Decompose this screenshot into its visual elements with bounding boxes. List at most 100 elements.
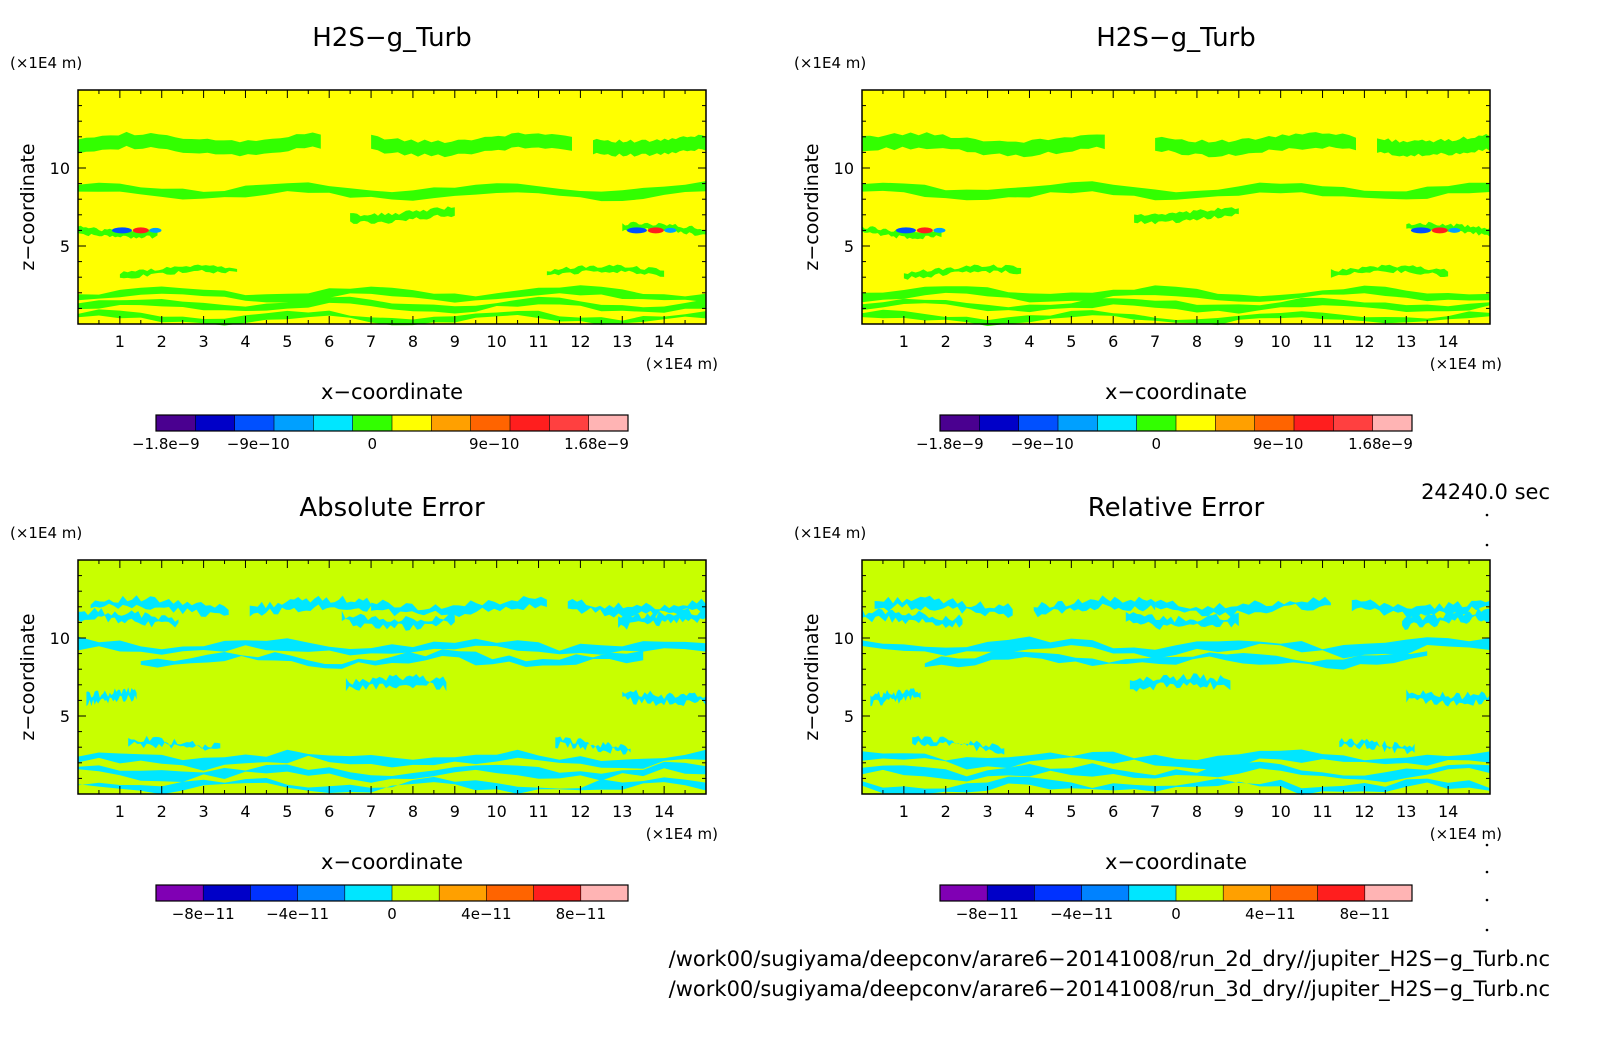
panel-title: H2S−g_Turb (1096, 23, 1256, 53)
contour-band (862, 761, 1490, 783)
contour-band (78, 749, 706, 771)
x-tick-label: 1 (899, 332, 909, 351)
plot-field (862, 560, 1490, 794)
colorbar-swatch (392, 885, 440, 901)
y-tick-label: 5 (60, 707, 70, 726)
y-unit-label: (×1E4 m) (10, 54, 82, 72)
contour-band (78, 309, 706, 326)
colorbar-swatch (1317, 885, 1366, 901)
margin-dot (1485, 513, 1489, 517)
x-tick-label: 11 (528, 332, 548, 351)
x-tick-label: 8 (1192, 802, 1202, 821)
x-tick-label: 2 (941, 332, 951, 351)
minimum-blob (1410, 227, 1431, 234)
colorbar-swatch (274, 415, 314, 431)
y-unit-label: (×1E4 m) (794, 524, 866, 542)
panel-3: Absolute Error(×1E4 m)1 2 3 4 5 6 7 8 9 10 11 12 13 1… (10, 493, 718, 923)
contour-band (622, 221, 706, 236)
x-axis-label: x−coordinate (1105, 850, 1247, 874)
colorbar-swatch (1058, 415, 1098, 431)
x-tick-label: 14 (1438, 802, 1458, 821)
colorbar-swatch (580, 885, 629, 901)
minimum-blob (111, 227, 132, 234)
panel-4: Relative Error(×1E4 m)1 2 3 4 5 6 7 8 9 10 11 12 13 1… (794, 493, 1502, 923)
colorbar-label: −4e−11 (266, 905, 329, 923)
colorbar: −1.8e−9 −9e−10 0 9e−10 1.68e−9 (132, 414, 629, 453)
colorbar-swatch (1223, 885, 1271, 901)
y-tick-label: 5 (60, 237, 70, 256)
minimum-blob (933, 227, 946, 233)
x-tick-label: 14 (654, 802, 674, 821)
colorbar-swatch (1176, 415, 1216, 431)
margin-dot (1485, 870, 1489, 874)
contour-band (862, 749, 1490, 770)
colorbar-swatch (344, 885, 393, 901)
contour-band (1406, 689, 1490, 707)
contour-band (90, 595, 229, 617)
colorbar-label: 8e−11 (556, 905, 606, 923)
x-tick-label: 14 (654, 332, 674, 351)
contour-band (345, 674, 447, 692)
panel-2: H2S−g_Turb(×1E4 m)1 2 3 4 5 6 7 8 9 10 11 12 13 14510… (794, 23, 1502, 453)
minimum-blob (895, 227, 916, 234)
colorbar-label: 4e−11 (461, 905, 511, 923)
contour-band (1125, 612, 1239, 630)
contour-band (1339, 738, 1415, 755)
x-tick-label: 5 (1066, 802, 1076, 821)
colorbar-swatch (1364, 885, 1413, 901)
colorbar-label: 0 (1152, 435, 1162, 453)
colorbar-label: −8e−11 (956, 905, 1019, 923)
x-tick-label: 5 (282, 802, 292, 821)
colorbar-label: 9e−10 (1253, 435, 1303, 453)
x-tick-label: 6 (324, 332, 334, 351)
contour-band (862, 181, 1490, 201)
colorbar-label: 0 (368, 435, 378, 453)
colorbar-swatch (1018, 415, 1059, 431)
plot-field (862, 90, 1490, 324)
x-tick-label: 7 (366, 332, 376, 351)
colorbar-swatch (588, 415, 629, 431)
colorbar-swatch (987, 885, 1035, 901)
margin-dot (1485, 543, 1489, 547)
x-tick-label: 4 (240, 802, 250, 821)
colorbar-label: 1.68e−9 (564, 435, 629, 453)
colorbar-swatch (533, 885, 582, 901)
x-tick-label: 2 (157, 802, 167, 821)
file-path-list: /work00/sugiyama/deepconv/arare6−2014100… (420, 944, 1550, 1004)
contour-band (128, 735, 221, 751)
x-tick-label: 12 (1354, 332, 1374, 351)
x-tick-label: 3 (983, 332, 993, 351)
x-tick-label: 6 (1108, 332, 1118, 351)
contour-band (862, 776, 1490, 796)
contour-band (567, 598, 706, 618)
colorbar: −8e−11 −4e−11 0 4e−11 8e−11 (155, 884, 629, 923)
maximum-blob (132, 227, 149, 234)
x-unit-label: (×1E4 m) (646, 355, 718, 373)
contour-band (546, 264, 665, 277)
contour-band (1351, 599, 1490, 619)
colorbar-swatch (313, 415, 354, 431)
colorbar-swatch (1097, 415, 1138, 431)
y-tick-label: 10 (834, 629, 854, 648)
x-tick-label: 8 (408, 332, 418, 351)
colorbar-swatch (1333, 415, 1374, 431)
x-unit-label: (×1E4 m) (646, 825, 718, 843)
contour-band (249, 595, 372, 617)
colorbar-swatch (1176, 885, 1224, 901)
x-tick-label: 2 (157, 332, 167, 351)
colorbar: −1.8e−9 −9e−10 0 9e−10 1.68e−9 (916, 414, 1413, 453)
colorbar-swatch (510, 415, 550, 431)
colorbar-label: 0 (1171, 905, 1181, 923)
colorbar-label: 4e−11 (1245, 905, 1295, 923)
contour-band (903, 264, 1022, 280)
contour-band (555, 736, 631, 755)
contour-band (870, 688, 921, 707)
colorbar-swatch (470, 415, 511, 431)
x-tick-label: 12 (1354, 802, 1374, 821)
colorbar-swatch (1081, 885, 1130, 901)
colorbar-label: −9e−10 (227, 435, 290, 453)
colorbar-swatch (234, 415, 275, 431)
contour-band (924, 650, 1428, 670)
x-tick-label: 5 (1066, 332, 1076, 351)
